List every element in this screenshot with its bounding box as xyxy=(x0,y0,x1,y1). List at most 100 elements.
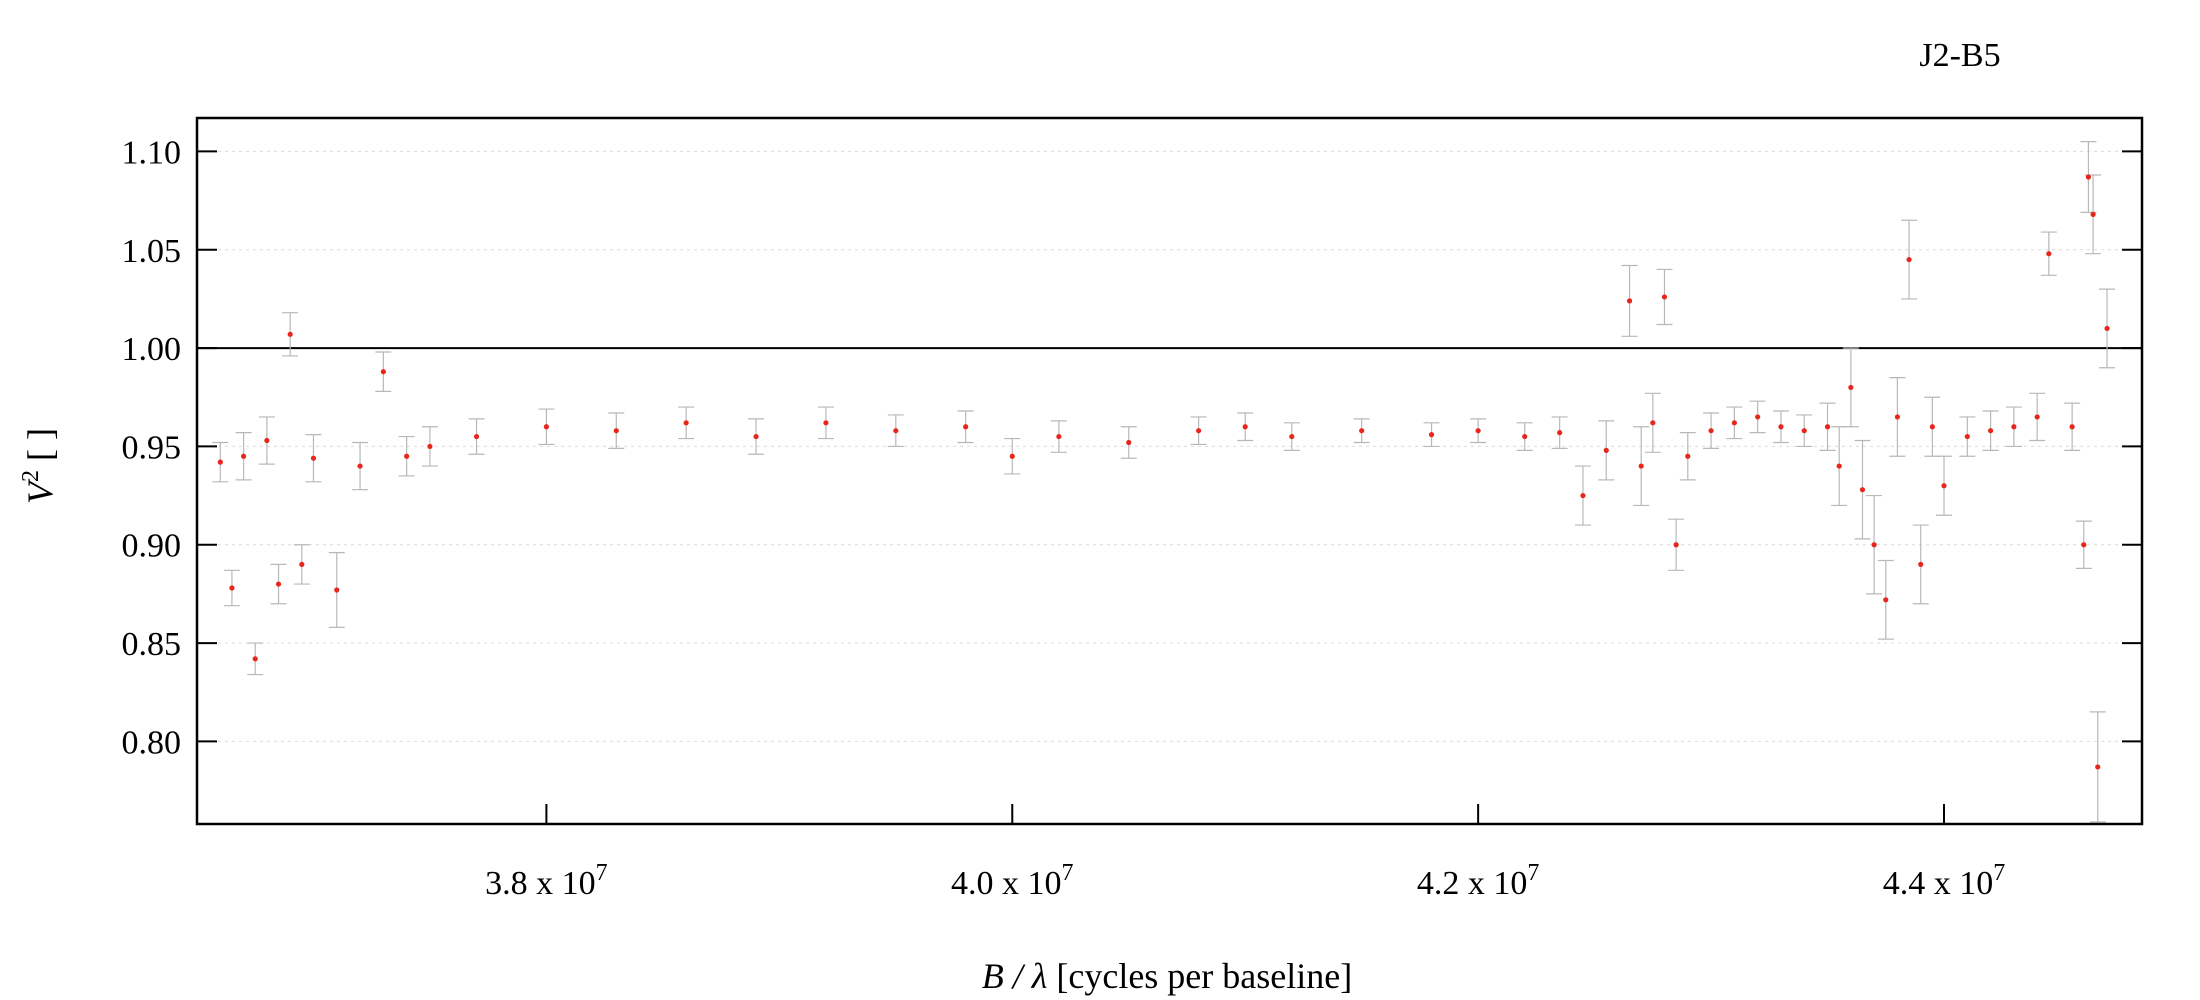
data-point xyxy=(1848,384,1854,391)
x-tick-mantissa: 4.4 x 10 xyxy=(1883,865,1994,902)
data-point xyxy=(1883,597,1889,603)
data-point xyxy=(613,428,619,434)
data-point xyxy=(1196,428,1202,434)
data-point xyxy=(1685,453,1691,459)
y-tick-label: 0.95 xyxy=(122,429,182,466)
y-tick-label: 1.10 xyxy=(122,134,182,171)
data-point xyxy=(1778,424,1784,430)
data-point xyxy=(823,420,829,426)
x-tick-label: 4.2 x 107 xyxy=(1417,860,1540,902)
data-point xyxy=(1871,542,1877,548)
x-tick-label: 3.8 x 107 xyxy=(485,860,608,902)
data-point xyxy=(2095,764,2101,770)
y-tick-label: 1.05 xyxy=(122,233,182,270)
data-point xyxy=(334,587,340,593)
data-point xyxy=(1289,433,1295,440)
error-bars xyxy=(212,140,2116,823)
data-point xyxy=(1603,447,1609,453)
x-tick-mantissa: 4.0 x 10 xyxy=(951,865,1062,902)
data-point xyxy=(264,437,270,444)
grid-lines xyxy=(197,150,2142,742)
data-point xyxy=(1009,453,1015,459)
x-axis-label: B / λ [cycles per baseline] xyxy=(982,956,1352,996)
data-point xyxy=(1580,492,1586,499)
data-point xyxy=(1056,433,1062,440)
y-axis-label-units: [ ] xyxy=(20,428,60,470)
data-point xyxy=(1673,542,1679,548)
data-point xyxy=(1906,256,1912,263)
y-tick-label: 0.80 xyxy=(122,724,182,761)
data-point xyxy=(1918,561,1924,568)
data-point xyxy=(380,369,386,375)
data-point xyxy=(2085,174,2092,180)
data-point xyxy=(1731,420,1737,426)
y-axis-label: V2 [ ] xyxy=(18,428,60,504)
data-point xyxy=(1428,432,1435,438)
data-point xyxy=(2046,251,2052,257)
data-point xyxy=(1824,424,1831,430)
data-point xyxy=(275,581,282,587)
data-point xyxy=(1661,294,1668,300)
data-point xyxy=(217,459,223,465)
axis-ticks: 0.800.850.900.951.001.051.103.8 x 107 4.0… xyxy=(122,134,2142,902)
x-tick-exponent: 7 xyxy=(1062,860,1074,886)
data-point xyxy=(1859,487,1866,493)
data-point xyxy=(2011,424,2017,430)
data-point xyxy=(1941,483,1947,489)
data-point xyxy=(2069,424,2075,430)
data-point xyxy=(310,455,317,461)
x-tick-exponent: 7 xyxy=(1527,860,1539,886)
data-point xyxy=(963,424,969,430)
data-point xyxy=(893,428,899,434)
data-point xyxy=(2081,542,2087,548)
data-point xyxy=(1626,298,1633,304)
x-tick-label: 4.4 x 107 xyxy=(1883,860,2005,902)
data-point xyxy=(473,433,480,440)
y-axis-label-variable: V xyxy=(20,478,60,504)
data-point xyxy=(287,331,293,337)
data-points xyxy=(217,174,2110,770)
x-tick-exponent: 7 xyxy=(596,860,608,886)
x-tick-mantissa: 4.2 x 10 xyxy=(1417,865,1528,902)
data-point xyxy=(1638,463,1644,469)
data-point xyxy=(1126,439,1132,446)
x-tick-exponent: 7 xyxy=(1993,860,2005,886)
data-point xyxy=(1929,424,1935,430)
data-point xyxy=(357,463,363,469)
data-point xyxy=(252,656,258,662)
data-point xyxy=(2104,325,2110,332)
data-point xyxy=(1557,430,1563,436)
data-point xyxy=(1475,428,1481,434)
data-point xyxy=(229,585,235,591)
data-point xyxy=(1242,424,1248,430)
data-point xyxy=(1836,463,1842,469)
y-tick-label: 0.85 xyxy=(122,626,182,663)
data-point xyxy=(1522,433,1528,440)
data-point xyxy=(1801,428,1807,434)
data-point xyxy=(1755,414,1761,420)
baseline-title: J2-B5 xyxy=(1919,37,2000,74)
x-axis-label-units: [cycles per baseline] xyxy=(1047,956,1352,996)
data-point xyxy=(683,420,689,426)
data-point xyxy=(1708,428,1714,434)
data-point xyxy=(543,424,550,430)
data-point xyxy=(2090,211,2096,217)
data-point xyxy=(299,561,305,568)
y-tick-label: 0.90 xyxy=(122,528,182,565)
data-point xyxy=(753,433,759,440)
data-point xyxy=(1987,428,1994,434)
x-tick-label: 4.0 x 107 xyxy=(951,860,1074,902)
data-point xyxy=(2034,414,2040,420)
data-point xyxy=(427,443,433,450)
data-point xyxy=(1650,420,1656,426)
x-axis-label-variable: B / λ xyxy=(982,956,1048,996)
x-tick-mantissa: 3.8 x 10 xyxy=(485,865,596,902)
data-point xyxy=(1964,433,1970,440)
plot-frame xyxy=(195,116,2144,826)
y-axis-label-exponent: 2 xyxy=(18,470,44,482)
data-point xyxy=(404,453,410,459)
data-point xyxy=(1894,414,1901,420)
data-point xyxy=(240,453,247,459)
data-point xyxy=(1359,428,1365,434)
